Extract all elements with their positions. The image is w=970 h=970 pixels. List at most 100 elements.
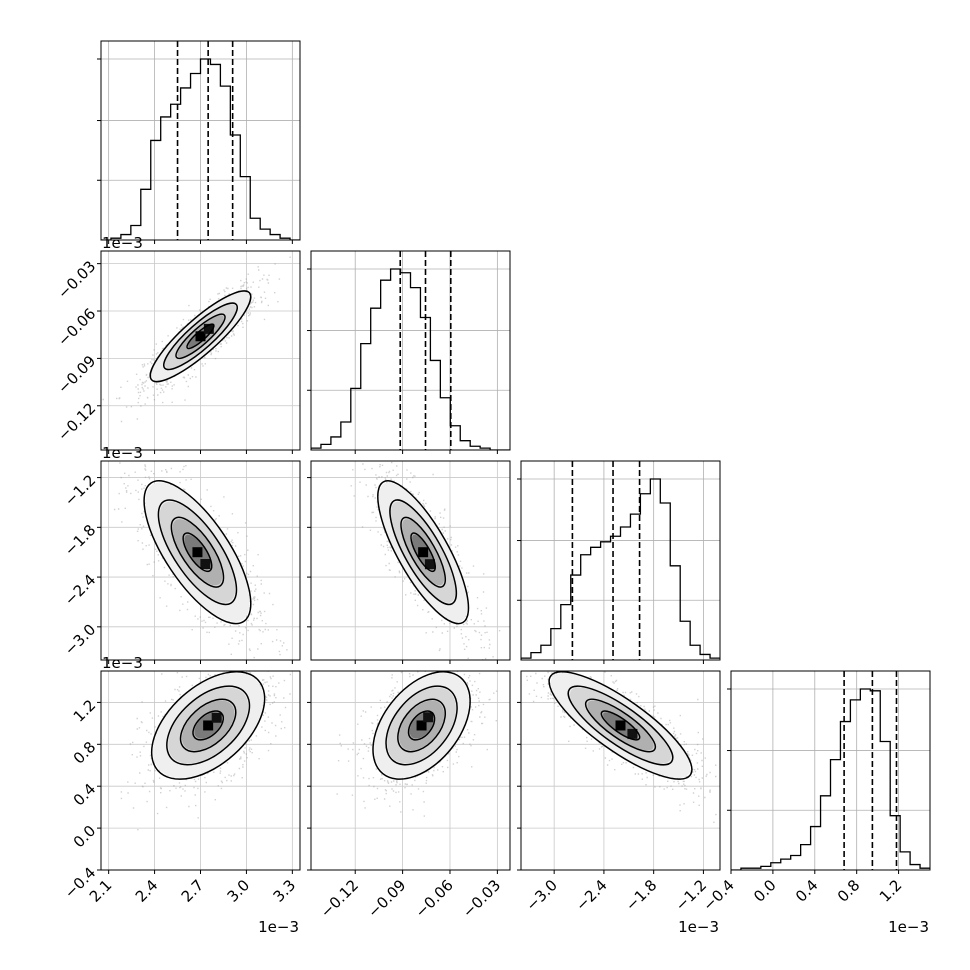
x-tick-label: −1.8: [622, 876, 660, 914]
panel-frame: [520, 670, 721, 871]
x-tick-label: −0.12: [317, 876, 362, 921]
scatter-panel-p2-vs-p0: [97, 460, 301, 664]
y-tick-label: −1.2: [61, 471, 99, 509]
panel-contents: [311, 461, 510, 660]
panel-frame: [730, 670, 931, 871]
contour-line: [150, 671, 266, 780]
contour-line: [143, 480, 252, 625]
x-offset-label: 1e−3: [678, 918, 719, 936]
y-tick-label: −0.03: [54, 257, 99, 302]
x-tick-label: 0.0: [750, 876, 780, 906]
panel-contents: [311, 671, 510, 870]
contour-line: [166, 685, 251, 766]
hist-panel-p3: [727, 670, 931, 874]
contour-line: [600, 710, 641, 741]
contour-line: [400, 516, 446, 588]
x-tick-label: −0.03: [459, 876, 504, 921]
y-tick-label: −2.4: [61, 571, 99, 609]
y-offset-label: 1e−3: [102, 234, 143, 252]
contour-line: [385, 685, 458, 766]
scatter-panel-p1-vs-p0: [97, 250, 301, 454]
density-peak: [200, 559, 211, 570]
density-peak: [424, 559, 435, 570]
scatter-panel-p3-vs-p1: [307, 670, 511, 874]
contour-line: [407, 710, 436, 741]
hist-panel-p2: [517, 460, 721, 664]
hist-panel-p1: [307, 250, 511, 454]
panel-frame: [100, 40, 301, 241]
scatter-panel-p3-vs-p2: [517, 670, 721, 874]
x-tick-label: −0.4: [699, 876, 737, 914]
x-tick-label: −0.06: [412, 876, 457, 921]
density-peak: [423, 712, 434, 723]
x-tick-label: 3.3: [270, 876, 300, 906]
density-peak: [416, 720, 427, 731]
contour-line: [548, 671, 693, 780]
y-tick-label: −0.06: [54, 305, 99, 350]
contour-line: [182, 532, 213, 573]
histogram-step: [521, 478, 720, 660]
x-tick-label: 0.8: [834, 876, 864, 906]
density-peak: [418, 547, 429, 558]
contour-line: [149, 290, 252, 383]
contour-line: [186, 323, 215, 350]
panel-frame: [100, 670, 301, 871]
density-peak: [203, 323, 214, 334]
y-offset-label: 1e−3: [102, 654, 143, 672]
x-tick-label: 0.4: [792, 876, 822, 906]
contour-line: [170, 516, 225, 588]
contour-line: [389, 499, 458, 606]
y-tick-label: 0.8: [70, 738, 100, 768]
y-tick-label: −1.8: [61, 521, 99, 559]
panel-frame: [310, 250, 511, 451]
y-tick-label: −0.09: [54, 352, 99, 397]
y-tick-label: −0.12: [54, 399, 99, 444]
contour-line: [192, 710, 225, 741]
contour-line: [179, 698, 237, 753]
density-peak: [192, 547, 203, 558]
scatter-panel-p3-vs-p0: [97, 670, 301, 874]
density-peak: [211, 712, 222, 723]
y-tick-label: 1.2: [70, 696, 100, 726]
panel-contents: [101, 461, 300, 660]
panel-contents: [101, 251, 300, 450]
density-peak: [203, 720, 214, 731]
contour-line: [377, 480, 470, 625]
panel-frame: [100, 460, 301, 661]
contour-line: [157, 499, 238, 606]
density-peak: [627, 728, 638, 739]
histogram-step: [731, 688, 930, 870]
scatter-panel-p2-vs-p1: [307, 460, 511, 664]
density-peak: [195, 331, 206, 342]
hist-panel-p0: [97, 40, 301, 244]
x-tick-label: −3.0: [523, 876, 561, 914]
y-offset-label: 1e−3: [102, 444, 143, 462]
contour-line: [397, 698, 446, 753]
contour-line: [584, 698, 657, 753]
panel-frame: [310, 460, 511, 661]
y-tick-label: 0.4: [70, 780, 100, 810]
contour-line: [410, 532, 437, 573]
panel-frame: [520, 460, 721, 661]
x-tick-label: 1.2: [876, 876, 906, 906]
x-tick-label: 2.4: [132, 876, 162, 906]
density-peak: [615, 720, 626, 731]
histogram-step: [101, 58, 300, 240]
x-tick-label: 2.7: [178, 876, 208, 906]
y-tick-label: −3.0: [61, 620, 99, 658]
x-offset-label: 1e−3: [258, 918, 299, 936]
x-tick-label: −0.09: [364, 876, 409, 921]
contour-line: [175, 313, 226, 360]
panel-contents: [101, 671, 300, 870]
contour-line: [372, 671, 471, 780]
histogram-step: [311, 268, 510, 450]
panel-frame: [310, 670, 511, 871]
x-offset-label: 1e−3: [888, 918, 929, 936]
y-tick-label: 0.0: [70, 822, 100, 852]
x-tick-label: 3.0: [224, 876, 254, 906]
panel-contents: [521, 671, 720, 870]
panel-frame: [100, 250, 301, 451]
contour-line: [163, 302, 238, 371]
x-tick-label: −2.4: [572, 876, 610, 914]
